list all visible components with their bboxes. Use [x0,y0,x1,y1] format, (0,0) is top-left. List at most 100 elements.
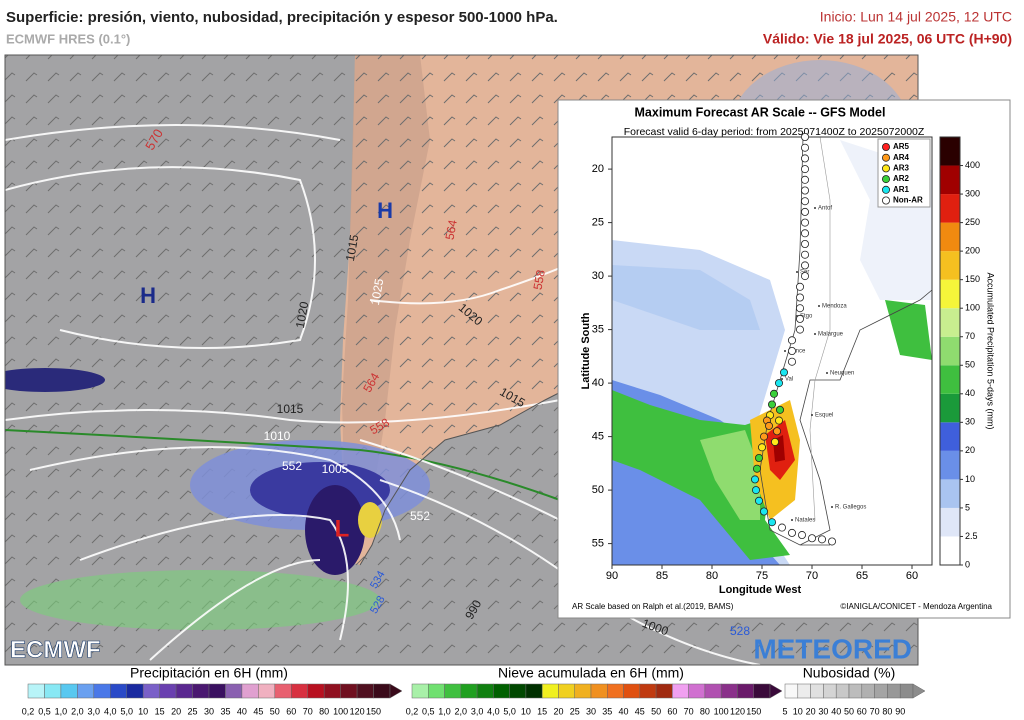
ar-point [796,325,805,334]
meteored-logo: METEORED [753,633,912,664]
legend-tick-label: 0,5 [38,706,51,716]
legend-swatch [509,683,527,699]
ar-point [796,293,805,302]
city-dot [814,333,816,335]
legend-swatch [126,683,144,699]
legend-swatch [77,683,95,699]
x-tick-label: 60 [906,570,918,582]
legend-swatch [93,683,111,699]
colorbar-label: Accumulated Precipitation 5-days (mm) [986,272,996,429]
contour-label: 552 [410,509,430,523]
x-tick-label: 85 [656,570,668,582]
legend-tick-label: 30 [586,706,596,716]
city-dot [781,378,783,380]
colorbar-swatch [940,308,960,337]
ar-point [768,518,777,527]
legend-tick-label: 2,0 [71,706,84,716]
legend-swatch [142,683,160,699]
ecmwf-logo: ECMWF [10,636,101,663]
legend-swatch [823,683,837,699]
ar-point [780,368,789,377]
legend-tick-label: 35 [602,706,612,716]
legend-tick-label: 70 [684,706,694,716]
ar-point [801,132,810,141]
legend-swatch [159,683,177,699]
city-label: Neuquen [830,371,854,377]
legend-swatch [44,683,62,699]
city-label: Esquel [815,413,833,419]
colorbar-swatch [940,536,960,565]
colorbar-tick-label: 50 [965,360,975,370]
legend-label: AR4 [893,153,910,162]
colorbar-tick-label: 0 [965,559,970,569]
colorbar-tick-label: 100 [965,303,980,313]
ar-point [801,250,810,259]
city-dot [818,305,820,307]
city-label: Malargue [818,332,844,338]
colorbar-tick-label: 300 [965,188,980,198]
ar-point [801,186,810,195]
legend-arrow [912,683,926,699]
legend-box [877,138,931,208]
colorbar-tick-label: 40 [965,388,975,398]
legend-tick-label: 25 [570,706,580,716]
inset-marks: 908580757065602025303540455055AntofSerMe… [592,132,980,582]
legend-label: AR3 [893,164,910,173]
ar-point [755,496,764,505]
colorbar-tick-label: 30 [965,417,975,427]
legend-swatch [784,683,799,699]
legend-swatch [307,683,325,699]
colorbar-swatch [940,137,960,166]
legend-tick-label: 60 [857,706,867,716]
colorbar-swatch [940,165,960,195]
ar-point [801,143,810,152]
legend-swatch [797,683,811,699]
legend-tick-label: 35 [220,706,230,716]
legend-tick-label: 45 [635,706,645,716]
legend-tick-label: 1,0 [438,706,451,716]
legend-swatch [810,683,824,699]
colorbar-swatch [940,507,960,537]
legend-tick-label: 1,0 [55,706,68,716]
legend-marker [882,185,891,194]
y-tick-label: 45 [592,431,604,443]
legend-swatch [525,683,543,699]
legend-swatch [175,683,193,699]
legend-swatch [607,683,624,699]
legend-tick-label: 15 [155,706,165,716]
colorbar-frame [939,136,961,566]
colorbar-tick-label: 20 [965,445,975,455]
legend-tick-label: 80 [319,706,329,716]
legend-arrow [389,683,403,699]
legend-tick-label: 30 [818,706,828,716]
inset-title: Maximum Forecast AR Scale -- GFS Model [635,105,886,119]
legend-tick-label: 10 [521,706,531,716]
legend-tick-label: 0,2 [22,706,35,716]
legend-tick-label: 70 [303,706,313,716]
legend-tick-label: 0,5 [422,706,435,716]
ar-point [788,357,797,366]
legend-swatch [274,683,292,699]
legend-tick-label: 25 [188,706,198,716]
y-tick-label: 30 [592,270,604,282]
legend-tick-label: 4,0 [487,706,500,716]
city-label: Antof [818,206,832,212]
legend-tick-label: 120 [350,706,365,716]
legend-marker [882,153,891,162]
legend-tick-label: 5,0 [120,706,133,716]
y-tick-label: 40 [592,377,604,389]
legend-tick-label: 50 [270,706,280,716]
legend-tick-label: 150 [366,706,381,716]
contour-label: 1025 [368,277,386,306]
init-time: Inicio: Lun 14 jul 2025, 12 UTC [820,9,1012,25]
colorbar-swatch [940,450,960,480]
inset-credit-left: AR Scale based on Ralph et al.(2019, BAM… [572,602,734,611]
legend-tick-label: 20 [553,706,563,716]
contour-label: 1010 [264,429,291,443]
ar-point [776,405,785,414]
ar-point [775,416,784,425]
legend-swatch [848,683,863,699]
legend-title: Precipitación en 6H (mm) [130,665,288,681]
legend-swatch [874,683,888,699]
